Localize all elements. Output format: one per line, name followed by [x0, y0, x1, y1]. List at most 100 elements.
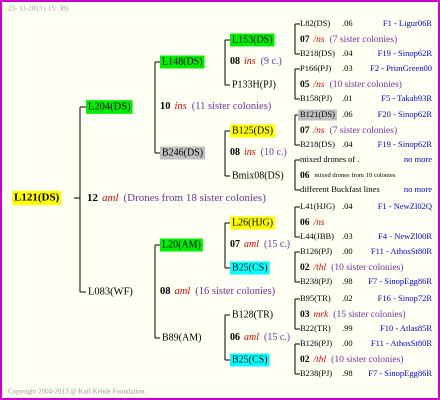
node-label: B246(DS)	[162, 147, 203, 158]
mating-number: 05	[300, 80, 310, 90]
inbreeding: .01	[342, 93, 353, 103]
mating-number: 06	[300, 171, 310, 181]
mating-number: 06	[300, 218, 310, 228]
mating-race: /thl	[313, 355, 327, 365]
mating-info: 06 mixed drones from 10 colonies	[300, 171, 396, 181]
node: L82(DS)	[300, 18, 330, 28]
mating-number: 02	[300, 263, 310, 273]
node-label: B158(PJ)	[300, 93, 332, 103]
breeding-line: F4 - NewZl00R	[378, 231, 432, 241]
inbreeding: .98	[342, 368, 353, 378]
node-label: mixed drones of .	[300, 154, 360, 164]
node-label: L153(DS)	[232, 34, 273, 45]
node-label: L083(WF)	[88, 286, 133, 297]
node: L204(DS)	[86, 100, 133, 114]
node: B126(PJ)	[300, 338, 332, 348]
mating-number: 08	[160, 286, 171, 297]
node: L44(JBB)	[300, 231, 334, 241]
breeding-line: F1 - Ligur06R	[383, 18, 432, 28]
mating-number: 03	[300, 310, 310, 320]
node-label: B95(TR)	[300, 293, 331, 303]
mating-race: aml	[175, 286, 191, 297]
node: P166(PJ)	[300, 63, 331, 73]
mating-number: 10	[160, 101, 171, 112]
mating-info: 08 aml (16 sister colonies)	[160, 286, 276, 297]
mating-note: mixed drones from 10 colonies	[315, 172, 396, 179]
inbreeding: .03	[342, 63, 353, 73]
node-label: B126(PJ)	[300, 338, 332, 348]
mating-number: 08	[230, 147, 240, 158]
node-label: B128(TR)	[232, 309, 273, 320]
node-label: L26(HJG)	[232, 217, 273, 228]
mating-race: ins	[175, 101, 187, 112]
mating-info: 03 mrk (15 sister colonies)	[300, 309, 406, 320]
mating-note: (15 c.)	[264, 239, 290, 250]
mating-race: aml	[244, 239, 259, 250]
node: L153(DS)	[230, 33, 275, 47]
inbreeding: .99	[342, 323, 353, 333]
node-label: B22(TR)	[300, 323, 331, 333]
mating-race: ins	[244, 56, 256, 67]
mating-number: 02	[300, 355, 310, 365]
mating-info: 07/ns (7 sister colonies)	[300, 34, 397, 45]
mating-race: mrk	[314, 310, 330, 320]
inbreeding: .00	[342, 246, 353, 256]
inbreeding: .04	[342, 201, 353, 211]
node-highlight	[12, 190, 62, 206]
inbreeding: .04	[342, 48, 353, 58]
breeding-line: F2 - PrimGreen00	[370, 63, 432, 73]
node-label: P166(PJ)	[300, 63, 331, 73]
node: B218(DS)	[300, 48, 335, 58]
breeding-line: F11 - AthosSt80R	[371, 338, 432, 348]
node: B218(DS)	[300, 139, 335, 149]
inbreeding: .04	[342, 139, 353, 149]
node-label: Bmix08(DS)	[232, 170, 284, 181]
node-label: L148(DS)	[162, 56, 203, 67]
mating-race: aml	[244, 332, 259, 343]
node-label: B25(CS)	[232, 262, 268, 273]
node: B25(CS)	[230, 261, 270, 275]
node: B158(PJ)	[300, 93, 332, 103]
node: L083(WF)	[88, 286, 133, 297]
mating-note: (Drones from 18 sister colonies)	[124, 192, 267, 204]
node-highlight	[298, 109, 337, 121]
breeding-line: F19 - Sinop62R	[378, 139, 433, 149]
mating-number: 12	[87, 192, 99, 204]
inbreeding: .06	[342, 109, 353, 119]
breeding-line: F5 - Takab93R	[381, 93, 432, 103]
breeding-line: F20 - Sinop62R	[378, 109, 433, 119]
node-label: B25(CS)	[232, 354, 268, 365]
node-highlight	[230, 124, 276, 138]
mating-race: /ns	[313, 80, 325, 90]
node-highlight	[86, 100, 133, 114]
breeding-line: F19 - Sinop62R	[378, 48, 433, 58]
mating-number: 07	[300, 35, 310, 45]
node-highlight	[230, 353, 270, 367]
mating-info: 06/ns	[300, 218, 325, 228]
mating-info: 10 ins (11 sister colonies)	[160, 101, 272, 112]
node-label: L82(DS)	[300, 18, 330, 28]
mating-race: /ns	[313, 218, 325, 228]
mating-note: (16 sister colonies)	[195, 286, 275, 297]
breeding-line: F11 - AthosSt80R	[371, 246, 432, 256]
breeding-line: F16 - Sinop72R	[378, 293, 433, 303]
node: B246(DS)	[160, 146, 206, 160]
node-highlight	[160, 55, 205, 69]
mating-number: 08	[230, 56, 240, 67]
node: B238(PJ)	[300, 276, 332, 286]
mating-info: 06 aml (15 c.)	[230, 332, 290, 343]
mating-number: 07	[230, 239, 240, 250]
node-label: L44(JBB)	[300, 231, 334, 241]
mating-note: (10 sister colonies)	[330, 79, 402, 90]
node-label: B238(PJ)	[300, 368, 332, 378]
breeding-line: no more	[404, 154, 432, 164]
mating-race: aml	[102, 192, 119, 204]
node-label: L204(DS)	[88, 101, 131, 112]
mating-info: 07/ns (7 sister colonies)	[300, 125, 397, 136]
node: B238(PJ)	[300, 368, 332, 378]
node: B128(TR)	[232, 309, 273, 320]
mating-info: 12 aml (Drones from 18 sister colonies)	[87, 192, 266, 204]
